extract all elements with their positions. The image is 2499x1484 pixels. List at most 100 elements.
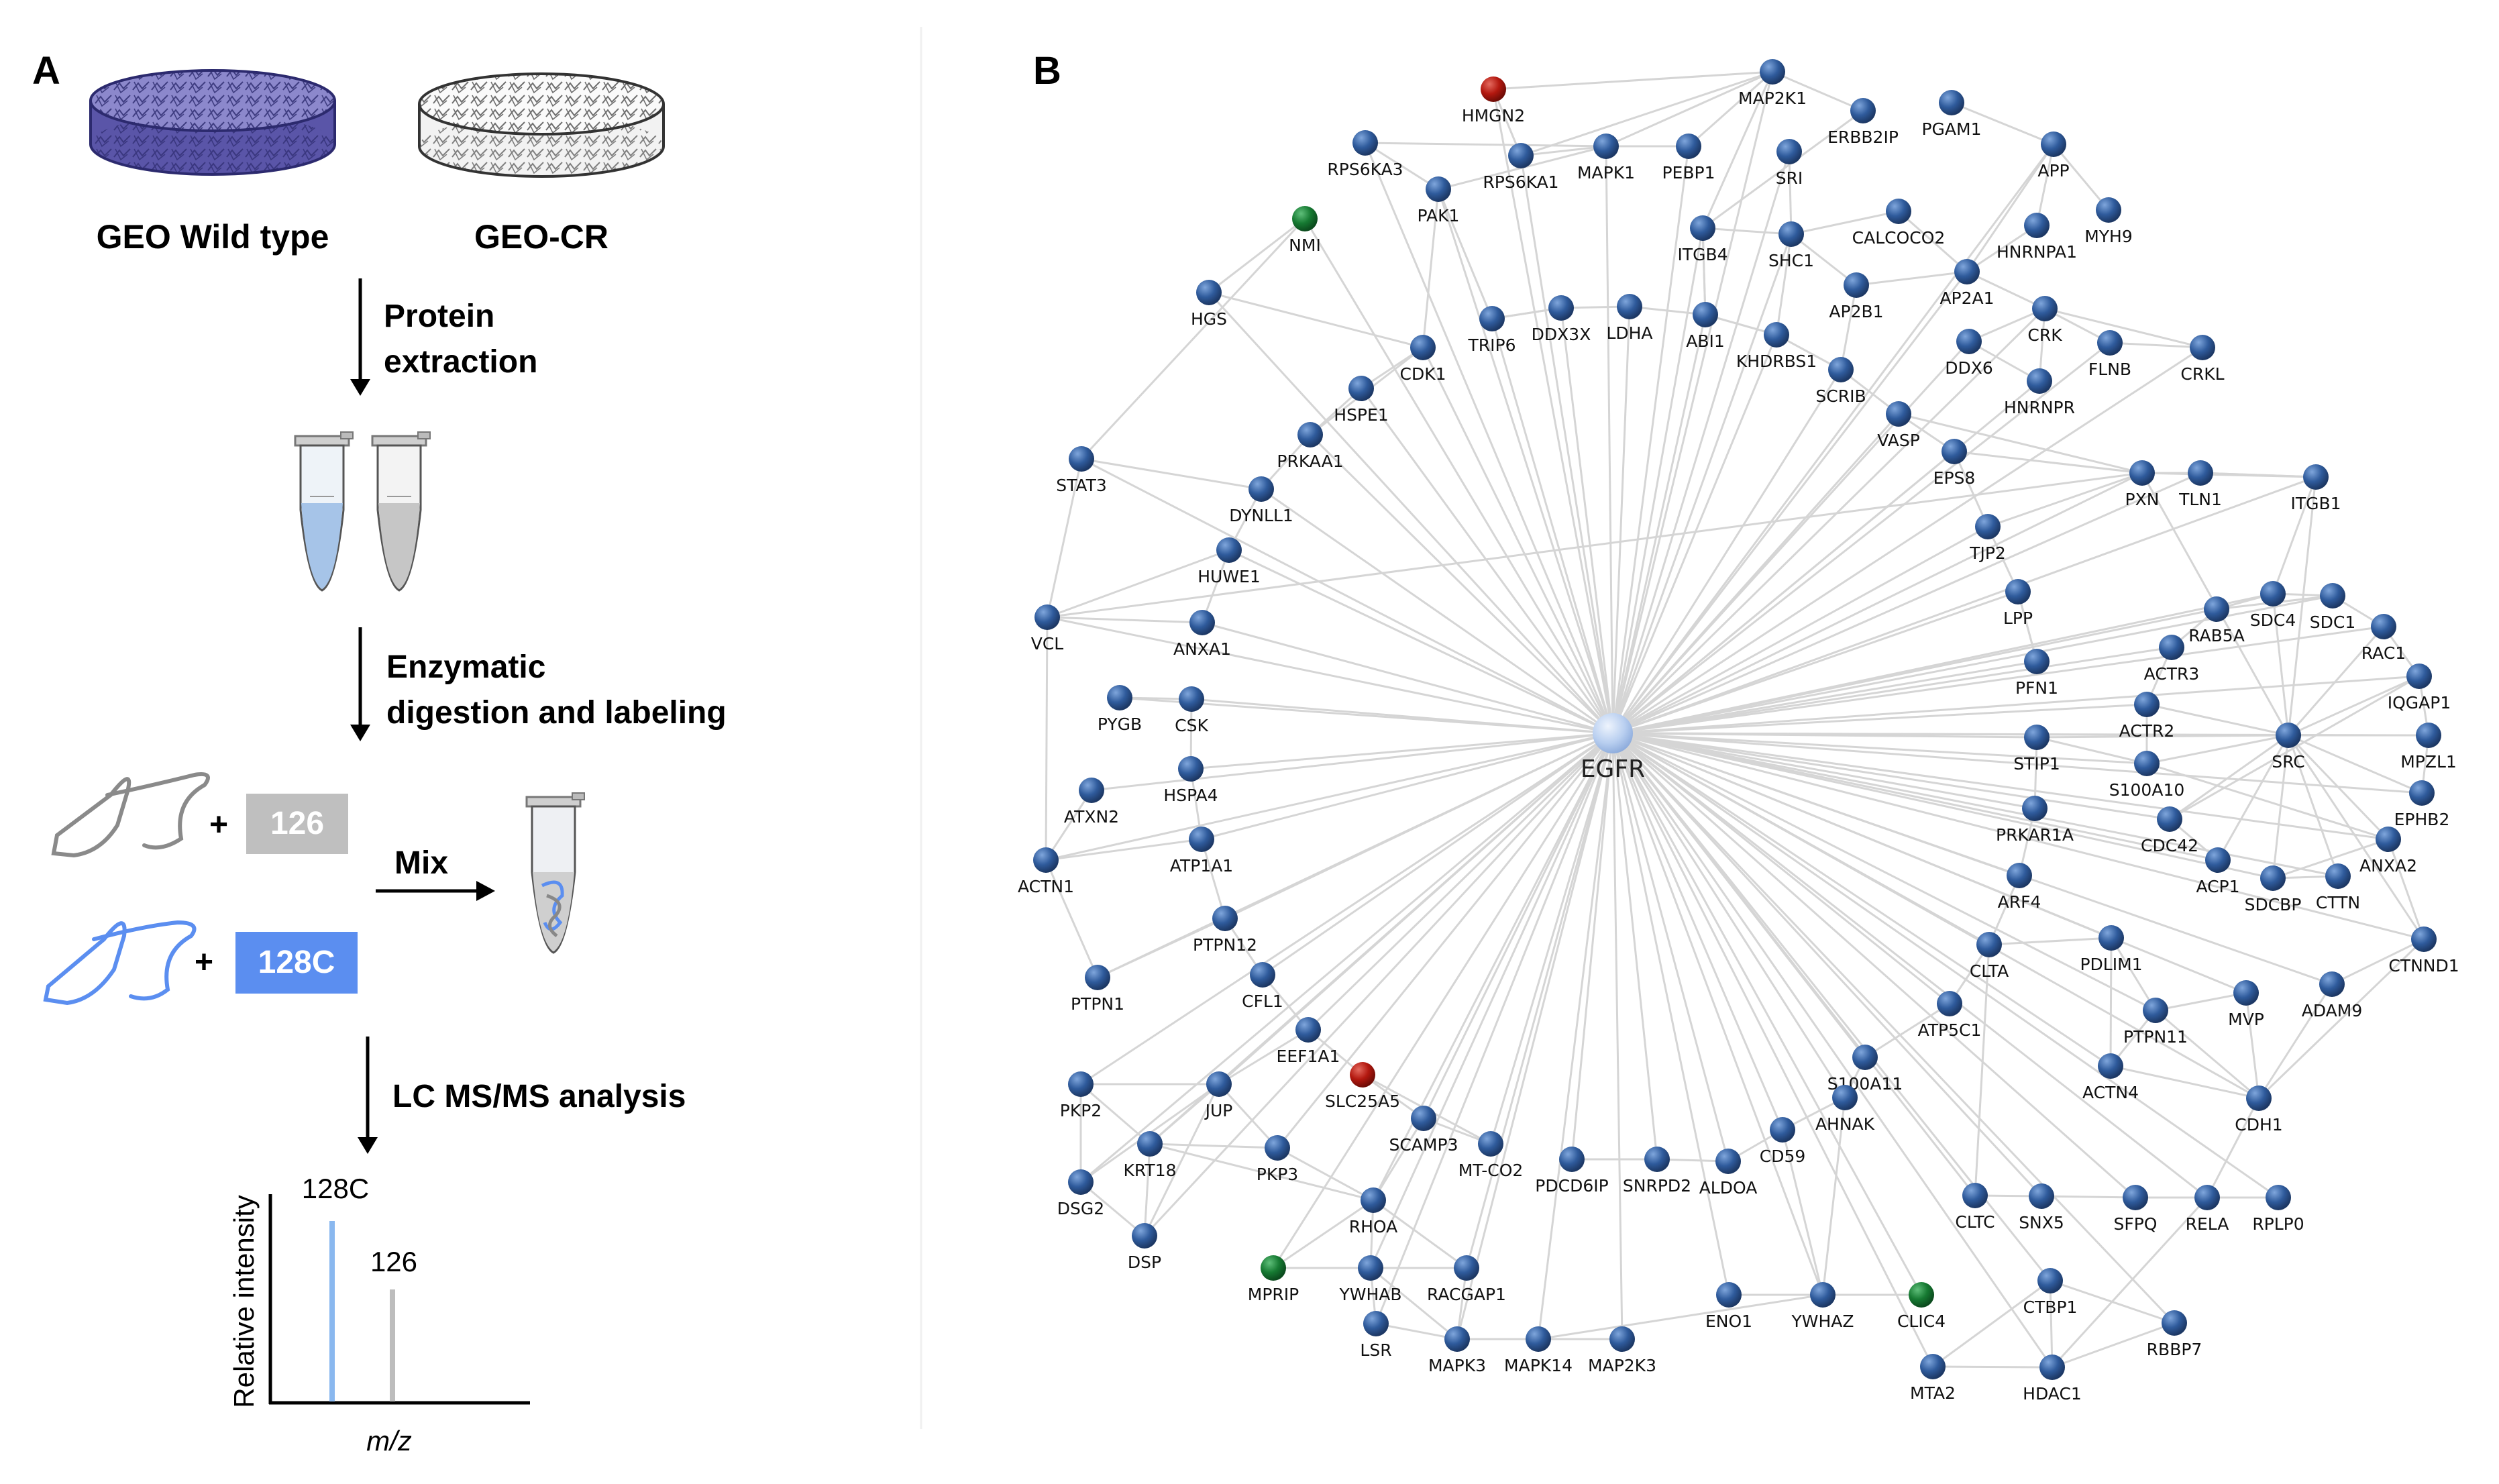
node-lpp: LPP [2003, 579, 2033, 628]
node-label-itgb4: ITGB4 [1677, 245, 1727, 264]
node-label-rbbp7: RBBP7 [2147, 1340, 2202, 1359]
node-circle-arf4 [2007, 863, 2032, 888]
node-label-rps6ka3: RPS6KA3 [1327, 160, 1403, 179]
edge-CTNND1-ANXA2 [2387, 839, 2425, 940]
edge-EGFR-HSPA4 [1190, 732, 1613, 770]
edge-HDAC1-RBBP7 [2052, 1322, 2175, 1369]
node-circle-crk [2032, 296, 2058, 321]
node-prkaa1: PRKAA1 [1277, 422, 1344, 471]
node-circle-map2k3 [1609, 1326, 1635, 1352]
dish-wild-type [89, 69, 336, 176]
node-label-pkp3: PKP3 [1257, 1165, 1298, 1184]
node-khdrbs1: KHDRBS1 [1736, 322, 1817, 371]
node-label-tjp2: TJP2 [1969, 543, 2006, 563]
node-circle-sri [1776, 139, 1802, 164]
node-label-csk: CSK [1175, 716, 1208, 735]
edge-EGFR-FLNB [1612, 341, 2111, 735]
node-app: APP [2037, 131, 2070, 180]
node-label-hgs: HGS [1191, 309, 1227, 329]
node-circle-sdc4 [2260, 581, 2286, 606]
edge-FLNB-CRKL [2109, 341, 2203, 349]
node-label-cltc: CLTC [1955, 1212, 1995, 1232]
node-circle-pdlim1 [2098, 925, 2124, 951]
node-label-pygb: PYGB [1098, 714, 1142, 734]
edge-VCL-PXN [1047, 472, 2143, 619]
node-ywhaz: YWHAZ [1791, 1282, 1854, 1331]
node-ap2a1: AP2A1 [1939, 259, 1995, 308]
node-label-ptpn12: PTPN12 [1193, 935, 1257, 955]
node-label-stat3: STAT3 [1056, 476, 1107, 495]
node-ptpn1: PTPN1 [1071, 965, 1124, 1014]
tag-126-box [246, 794, 348, 854]
node-label-actr2: ACTR2 [2119, 721, 2175, 741]
edge-YWHAB-MAPK3 [1370, 1267, 1458, 1340]
node-circle-pdcd6ip [1559, 1147, 1585, 1172]
edge-EGFR-ACTN4 [1612, 732, 2111, 1067]
node-label-pkp2: PKP2 [1060, 1101, 1102, 1120]
edge-CDH1-CTNND1 [2257, 938, 2425, 1100]
node-pygb: PYGB [1098, 685, 1142, 734]
node-dsp: DSP [1128, 1223, 1161, 1272]
node-label-atp5c1: ATP5C1 [1918, 1020, 1982, 1040]
edge-EGFR-RPLP0 [1612, 732, 2279, 1199]
edge-APP-AP2A1 [1966, 144, 2055, 272]
node-label-rela: RELA [2186, 1214, 2229, 1234]
edge-CALCOCO2-AP2A1 [1898, 210, 1968, 273]
node-circle-adam9 [2319, 971, 2345, 997]
node-label-prkar1a: PRKAR1A [1996, 825, 2074, 845]
edge-NMI-STAT3 [1080, 217, 1306, 460]
panel-letter-b: B [1033, 49, 1061, 93]
panel-b: B HMGN2 MAP2K1 ERBB2IP PGAM1 RPS6KA3 RPS6KA1 M… [1018, 49, 2459, 1403]
node-circle-clic4 [1909, 1282, 1934, 1308]
edge-ATXN2-ACTN1 [1045, 790, 1093, 861]
edge-JUP-DSP [1143, 1083, 1220, 1236]
node-krt18: KRT18 [1123, 1131, 1177, 1180]
node-calcoco2: CALCOCO2 [1852, 199, 1945, 248]
node-label-cd59: CD59 [1760, 1147, 1806, 1166]
node-circle-eps8 [1942, 439, 1967, 464]
node-label-aldoa: ALDOA [1699, 1178, 1758, 1198]
edge-VASP-PXN [1898, 413, 2143, 474]
node-circle-ap2a1 [1954, 259, 1980, 284]
edge-EGFR-SFPQ [1612, 732, 2136, 1199]
edge-ACTN1-PTPN1 [1045, 859, 1099, 978]
edge-MAP2K1-HMGN2 [1493, 70, 1773, 91]
node-cdc42: CDC42 [2141, 806, 2198, 855]
node-circle-cttn [2325, 863, 2351, 889]
step-protein-line1: Protein [384, 299, 494, 334]
tube-mixed [525, 792, 585, 954]
edge-YWHAZ-CD59 [1781, 1129, 1824, 1295]
edge-LSR-MAPK3 [1375, 1322, 1458, 1340]
node-atp5c1: ATP5C1 [1918, 991, 1982, 1040]
node-label-ctnnd1: CTNND1 [2388, 956, 2459, 975]
node-crkl: CRKL [2180, 335, 2225, 384]
network-nodes: HMGN2 MAP2K1 ERBB2IP PGAM1 RPS6KA3 RPS6KA1 MAP… [1018, 59, 2459, 1403]
node-circle-pak1 [1426, 176, 1451, 202]
edge-VCL-ACTN1 [1045, 617, 1049, 861]
node-circle-hgs [1196, 280, 1222, 305]
node-clta: CLTA [1970, 932, 2009, 981]
node-cttn: CTTN [2316, 863, 2360, 912]
edge-STAT3-DYNLL1 [1081, 458, 1262, 490]
node-actr2: ACTR2 [2119, 692, 2175, 741]
node-circle-sdc1 [2320, 583, 2345, 608]
node-label-snx5: SNX5 [2019, 1213, 2064, 1232]
node-itgb1: ITGB1 [2290, 464, 2341, 513]
node-label-pak1: PAK1 [1418, 206, 1460, 225]
edge-EGFR-CRKL [1612, 346, 2203, 735]
node-circle-crkl [2190, 335, 2215, 360]
node-label-dsp: DSP [1128, 1253, 1161, 1272]
edge-EGFR-ACTR3 [1612, 646, 2172, 735]
edge-EGFR-KHDRBS1 [1611, 334, 1778, 734]
edge-MPRIP-RHOA [1273, 1199, 1374, 1269]
edge-CLTA-PDLIM1 [1988, 937, 2112, 946]
node-snrpd2: SNRPD2 [1623, 1147, 1691, 1196]
node-stat3: STAT3 [1056, 446, 1107, 495]
node-pxn: PXN [2125, 460, 2159, 509]
node-circle-stip1 [2024, 725, 2050, 750]
node-sdcbp: SDCBP [2245, 865, 2301, 914]
node-label-cdc42: CDC42 [2141, 836, 2198, 855]
edge-MAP2K1-PEBP1 [1688, 70, 1773, 148]
node-label-vasp: VASP [1877, 431, 1920, 450]
edge-AP2A1-CRK [1966, 270, 2045, 310]
